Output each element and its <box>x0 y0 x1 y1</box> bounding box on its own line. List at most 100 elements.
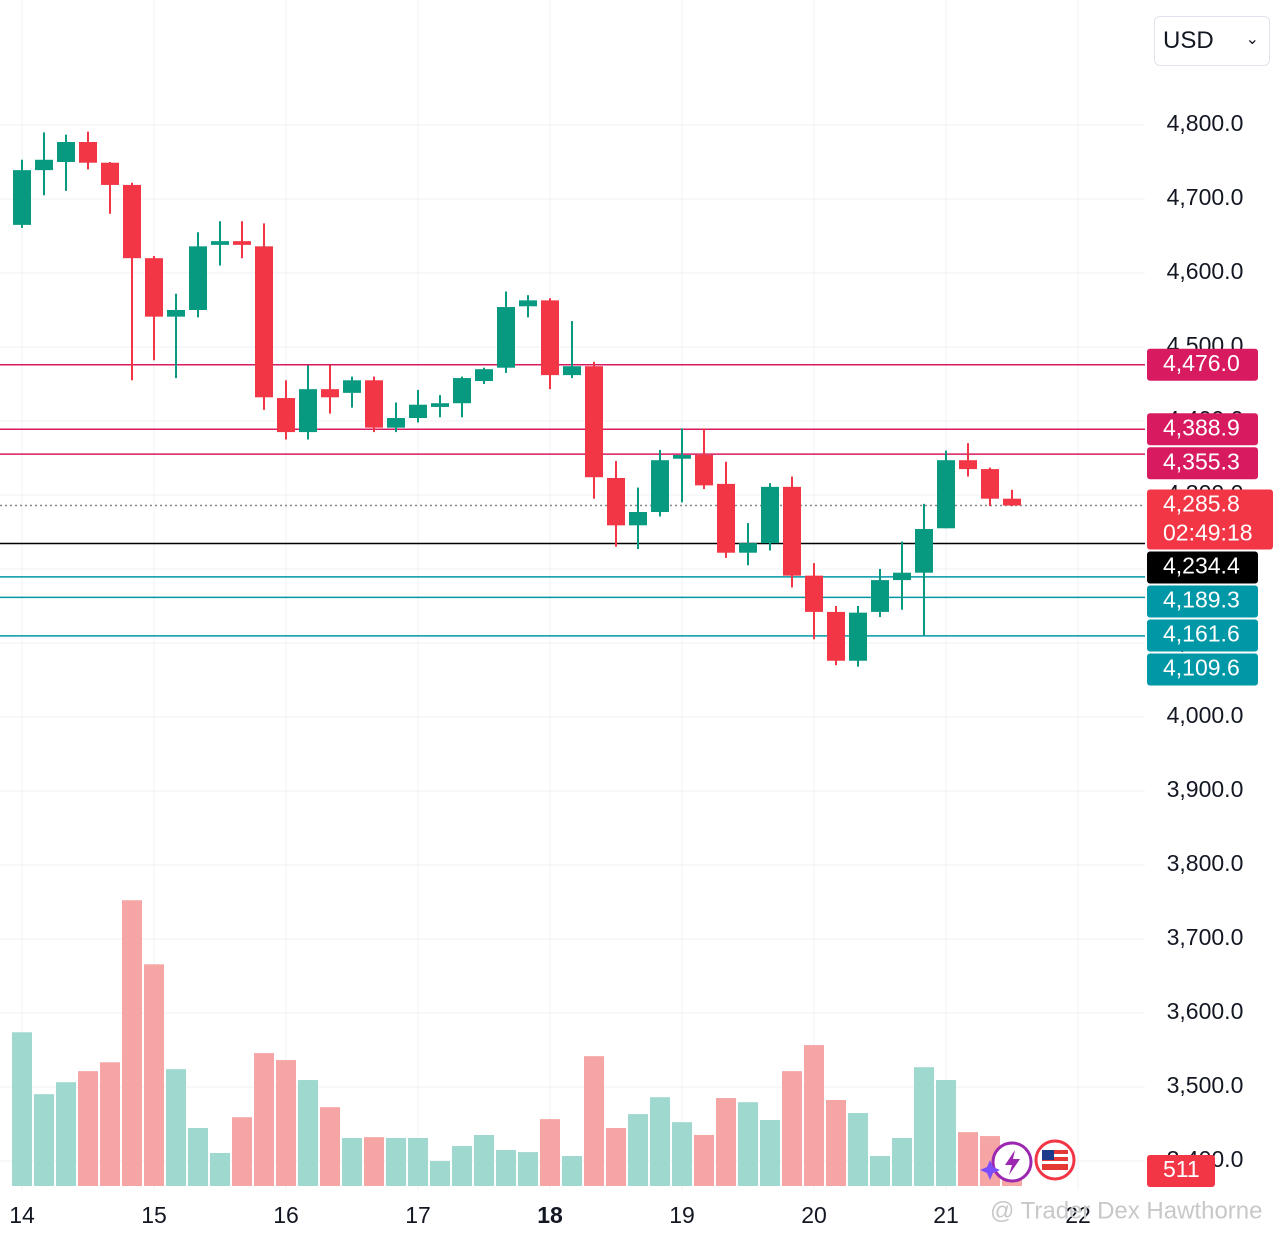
candle-body <box>145 258 164 317</box>
volume-bar <box>408 1138 429 1186</box>
price-tag <box>1147 413 1258 446</box>
price-tag-label: 4,476.0 <box>1163 350 1240 376</box>
currency-select[interactable]: USD ⌄ <box>1154 16 1270 66</box>
price-tag-label: 4,161.6 <box>1163 621 1240 647</box>
x-tick-label: 16 <box>273 1202 299 1228</box>
candle-body <box>277 398 296 433</box>
volume-bar <box>166 1069 187 1186</box>
y-tick-label: 3,600.0 <box>1167 998 1244 1024</box>
candle-body <box>254 246 273 398</box>
candle-body <box>804 575 823 612</box>
candle-body <box>980 469 999 499</box>
candle-body <box>1002 498 1021 506</box>
currency-label: USD <box>1163 27 1214 54</box>
volume-bar <box>100 1062 121 1186</box>
volume-bar <box>826 1100 847 1186</box>
y-tick-label: 4,000.0 <box>1167 702 1244 728</box>
x-tick-label: 17 <box>405 1202 431 1228</box>
x-tick-label: 19 <box>669 1202 695 1228</box>
candle-body <box>541 300 560 376</box>
volume-bar <box>892 1138 913 1186</box>
volume-bar <box>187 1128 208 1186</box>
y-tick-label: 4,800.0 <box>1167 110 1244 136</box>
volume-bar <box>319 1107 340 1186</box>
price-tag <box>1147 489 1273 550</box>
candle-body <box>782 486 801 576</box>
volume-bar <box>474 1134 495 1186</box>
candle-body <box>475 369 494 382</box>
candle-body <box>167 309 186 317</box>
candle-body <box>607 477 626 526</box>
candle-body <box>233 241 252 245</box>
volume-bar <box>34 1094 55 1186</box>
y-tick-label: 3,800.0 <box>1167 850 1244 876</box>
caret: ⌄ <box>1245 31 1259 48</box>
y-tick-label: 3,900.0 <box>1167 776 1244 802</box>
volume-bar <box>715 1098 736 1186</box>
volume-bar <box>55 1082 76 1186</box>
price-tag-label: 4,355.3 <box>1163 448 1240 474</box>
volume-bar <box>671 1122 692 1186</box>
volume-bar <box>496 1149 517 1186</box>
volume-bar <box>342 1138 363 1186</box>
volume-bar <box>144 964 165 1186</box>
candle-body <box>716 483 735 553</box>
volume-tag <box>1147 1155 1215 1187</box>
candle-body <box>211 241 230 245</box>
x-tick-label: 14 <box>9 1202 35 1228</box>
candle-body <box>672 455 691 459</box>
price-tag <box>1147 447 1258 480</box>
x-tick-label: 15 <box>141 1202 167 1228</box>
candle-body <box>629 512 648 526</box>
candle-body <box>848 612 867 661</box>
price-tag-label: 4,109.6 <box>1163 655 1240 681</box>
volume-bar <box>253 1053 274 1186</box>
price-tag <box>1147 619 1258 652</box>
volume-bar <box>869 1156 890 1186</box>
volume-bar <box>121 900 142 1186</box>
candle-body <box>409 404 428 419</box>
volume-bar <box>232 1117 253 1186</box>
volume-bar <box>628 1114 649 1186</box>
candle-body <box>761 486 780 544</box>
candle-body <box>914 529 933 573</box>
volume-bar <box>12 1032 33 1186</box>
candle-body <box>101 162 120 185</box>
volume-bar <box>451 1146 472 1186</box>
candle-body <box>497 307 516 368</box>
x-tick-label: 22 <box>1065 1202 1091 1228</box>
y-tick-label: 4,600.0 <box>1167 258 1244 284</box>
candle-body <box>299 389 318 433</box>
candle-body <box>936 460 955 529</box>
volume-bar <box>385 1138 406 1186</box>
volume-bar <box>298 1080 319 1186</box>
y-tick-label: 3,500.0 <box>1167 1072 1244 1098</box>
candle-body <box>518 300 537 307</box>
candle-body <box>959 460 978 470</box>
volume-tag-label: 511 <box>1163 1156 1200 1182</box>
price-tag-label: 4,285.8 <box>1163 491 1240 517</box>
candle-body <box>122 184 141 259</box>
candle-body <box>13 170 32 225</box>
volume-bar <box>694 1134 715 1186</box>
candle-body <box>56 142 75 162</box>
candle-body <box>35 159 54 171</box>
volume-bar <box>430 1161 451 1186</box>
price-tag <box>1147 653 1258 686</box>
price-tag-label: 02:49:18 <box>1163 520 1253 546</box>
volume-bar <box>760 1119 781 1186</box>
volume-bar <box>803 1045 824 1186</box>
volume-bar <box>847 1113 868 1186</box>
candle-body <box>584 366 603 478</box>
price-tag-label: 4,189.3 <box>1163 587 1240 613</box>
x-tick-label: 18 <box>537 1202 563 1228</box>
volume-bar <box>540 1119 561 1186</box>
volume-bar <box>210 1152 231 1186</box>
volume-bar <box>583 1056 604 1186</box>
candle-body <box>188 246 207 310</box>
x-tick-label: 20 <box>801 1202 827 1228</box>
volume-bar <box>606 1128 627 1186</box>
candle-body <box>870 580 889 612</box>
candle-body <box>343 380 362 393</box>
